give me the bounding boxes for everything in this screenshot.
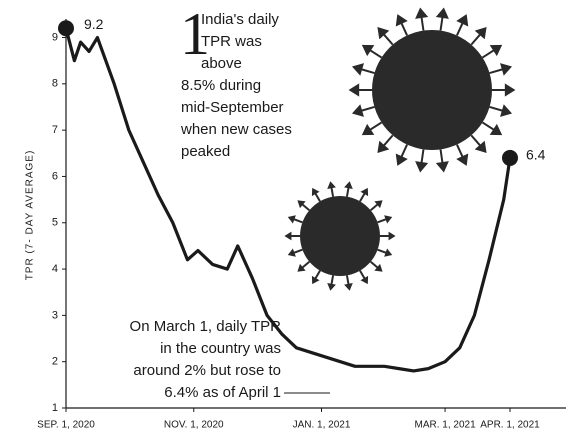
end-dot <box>502 150 518 166</box>
annotation-text: above <box>201 55 242 72</box>
y-tick-label: 6 <box>52 170 58 182</box>
value-label: 6.4 <box>526 147 546 163</box>
virus-body <box>300 196 380 276</box>
y-tick-label: 4 <box>52 263 58 275</box>
y-tick-label: 1 <box>52 402 58 414</box>
y-tick-label: 2 <box>52 356 58 368</box>
x-tick-label: SEP. 1, 2020 <box>37 420 95 431</box>
y-tick-label: 3 <box>52 309 58 321</box>
y-axis-label: TPR (7- DAY AVERAGE) <box>25 150 36 281</box>
x-tick-label: APR. 1, 2021 <box>480 420 540 431</box>
annotation-text: in the country was <box>160 340 281 357</box>
annotation-text: peaked <box>181 143 230 160</box>
x-tick-label: NOV. 1, 2020 <box>164 420 224 431</box>
y-tick-label: 5 <box>52 217 58 229</box>
annotation-text: 6.4% as of April 1 <box>164 384 281 401</box>
x-tick-label: MAR. 1, 2021 <box>414 420 476 431</box>
annotation-text: when new cases <box>180 121 292 138</box>
y-tick-label: 9 <box>52 31 58 43</box>
value-label: 9.2 <box>84 16 104 32</box>
annotation-text: around 2% but rose to <box>133 362 281 379</box>
y-tick-label: 7 <box>52 124 58 136</box>
annotation-text: 8.5% during <box>181 77 261 94</box>
virus-body <box>372 30 492 150</box>
annotation-text: India's daily <box>201 11 279 28</box>
x-tick-label: JAN. 1, 2021 <box>293 420 351 431</box>
annotation-text: mid-September <box>181 99 284 116</box>
end-dot <box>58 20 74 36</box>
annotation-text: On March 1, daily TPR <box>130 318 282 335</box>
y-tick-label: 8 <box>52 78 58 90</box>
annotation-text: TPR was <box>201 33 262 50</box>
chart: TPR (7- DAY AVERAGE) 1 2 3 4 5 6 7 8 9 SEP. 1, 20… <box>0 0 570 439</box>
